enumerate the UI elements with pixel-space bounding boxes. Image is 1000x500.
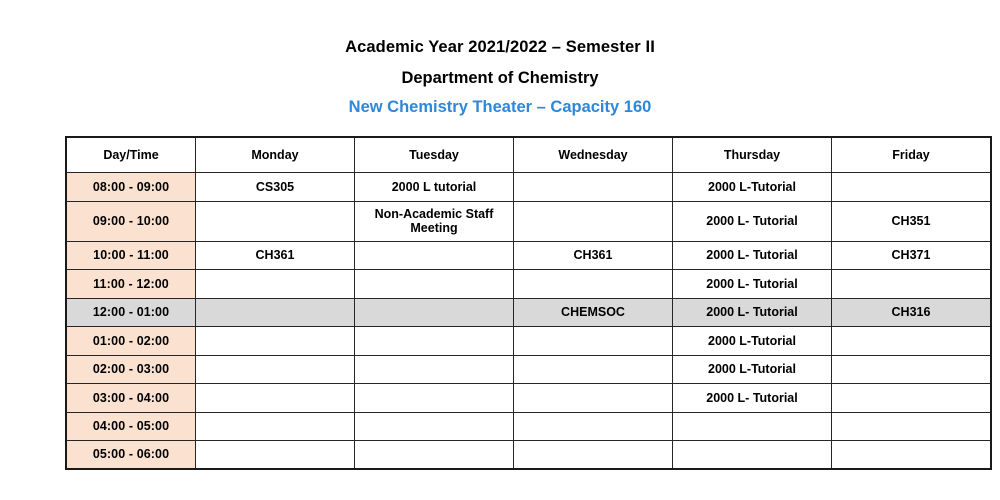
timetable-body: 08:00 - 09:00 CS305 2000 L tutorial 2000 L-… [65, 172, 992, 470]
table-row: 11:00 - 12:00 2000 L- Tutorial [65, 269, 992, 299]
timetable-cell [513, 326, 673, 356]
timetable-cell [195, 440, 355, 470]
column-header-tuesday: Tuesday [354, 136, 514, 173]
timetable-cell: CH316 [831, 297, 992, 327]
timetable-cell: 2000 L- Tutorial [672, 297, 832, 327]
timetable-cell [831, 172, 992, 202]
timetable-cell: 2000 L-Tutorial [672, 354, 832, 384]
timetable-cell [195, 269, 355, 299]
time-slot-label: 01:00 - 02:00 [65, 326, 196, 356]
timetable-cell: CH371 [831, 240, 992, 270]
timetable-cell: 2000 L- Tutorial [672, 383, 832, 413]
time-slot-label: 11:00 - 12:00 [65, 269, 196, 299]
timetable-cell: 2000 L- Tutorial [672, 240, 832, 270]
timetable-cell [354, 326, 514, 356]
timetable: Day/Time Monday Tuesday Wednesday Thursd… [65, 136, 992, 470]
timetable-cell [672, 440, 832, 470]
table-row: 09:00 - 10:00 Non-Academic Staff Meeting 2… [65, 200, 992, 242]
timetable-cell: CS305 [195, 172, 355, 202]
timetable-cell: CH351 [831, 200, 992, 242]
column-header-friday: Friday [831, 136, 992, 173]
timetable-cell [354, 354, 514, 384]
column-header-thursday: Thursday [672, 136, 832, 173]
timetable-cell [195, 383, 355, 413]
timetable-cell [354, 240, 514, 270]
time-slot-label: 04:00 - 05:00 [65, 411, 196, 441]
time-slot-label: 09:00 - 10:00 [65, 200, 196, 242]
page-headings: Academic Year 2021/2022 – Semester II De… [0, 0, 1000, 116]
time-slot-label: 12:00 - 01:00 [65, 297, 196, 327]
timetable-cell [672, 411, 832, 441]
timetable-container: Day/Time Monday Tuesday Wednesday Thursd… [65, 136, 992, 470]
table-row: 12:00 - 01:00 CHEMSOC 2000 L- Tutorial CH31… [65, 297, 992, 327]
timetable-cell [354, 411, 514, 441]
timetable-cell [513, 172, 673, 202]
timetable-cell [831, 269, 992, 299]
timetable-cell [513, 383, 673, 413]
timetable-cell: 2000 L-Tutorial [672, 326, 832, 356]
column-header-monday: Monday [195, 136, 355, 173]
timetable-cell: CH361 [195, 240, 355, 270]
table-row: 03:00 - 04:00 2000 L- Tutorial [65, 383, 992, 413]
timetable-cell [195, 200, 355, 242]
column-header-wednesday: Wednesday [513, 136, 673, 173]
timetable-cell: 2000 L- Tutorial [672, 200, 832, 242]
timetable-cell [354, 383, 514, 413]
timetable-cell [831, 354, 992, 384]
table-row: 02:00 - 03:00 2000 L-Tutorial [65, 354, 992, 384]
table-row: 05:00 - 06:00 [65, 440, 992, 470]
header-row: Day/Time Monday Tuesday Wednesday Thursd… [65, 136, 992, 173]
timetable-cell: 2000 L tutorial [354, 172, 514, 202]
timetable-cell: 2000 L-Tutorial [672, 172, 832, 202]
time-slot-label: 05:00 - 06:00 [65, 440, 196, 470]
timetable-cell [513, 440, 673, 470]
table-row: 04:00 - 05:00 [65, 411, 992, 441]
page-title-room: New Chemistry Theater – Capacity 160 [348, 98, 652, 117]
time-slot-label: 02:00 - 03:00 [65, 354, 196, 384]
timetable-cell: Non-Academic Staff Meeting [354, 200, 514, 242]
timetable-cell [831, 326, 992, 356]
time-slot-label: 10:00 - 11:00 [65, 240, 196, 270]
timetable-cell [513, 269, 673, 299]
timetable-cell [354, 440, 514, 470]
timetable-cell [513, 411, 673, 441]
timetable-cell: CHEMSOC [513, 297, 673, 327]
time-slot-label: 03:00 - 04:00 [65, 383, 196, 413]
timetable-cell [354, 269, 514, 299]
timetable-cell [831, 383, 992, 413]
table-row: 01:00 - 02:00 2000 L-Tutorial [65, 326, 992, 356]
timetable-cell [195, 411, 355, 441]
timetable-cell [195, 354, 355, 384]
page-title-academic-year: Academic Year 2021/2022 – Semester II [345, 38, 655, 56]
timetable-cell: 2000 L- Tutorial [672, 269, 832, 299]
timetable-cell: CH361 [513, 240, 673, 270]
timetable-cell [513, 200, 673, 242]
column-header-day-time: Day/Time [65, 136, 196, 173]
timetable-cell [831, 411, 992, 441]
table-row: 10:00 - 11:00 CH361 CH361 2000 L- Tutorial C… [65, 240, 992, 270]
page-title-department: Department of Chemistry [401, 69, 599, 88]
time-slot-label: 08:00 - 09:00 [65, 172, 196, 202]
timetable-cell [513, 354, 673, 384]
timetable-cell [354, 297, 514, 327]
timetable-cell [195, 326, 355, 356]
timetable-cell [195, 297, 355, 327]
table-row: 08:00 - 09:00 CS305 2000 L tutorial 2000 L-… [65, 172, 992, 202]
timetable-cell [831, 440, 992, 470]
timetable-header: Day/Time Monday Tuesday Wednesday Thursd… [65, 136, 992, 173]
